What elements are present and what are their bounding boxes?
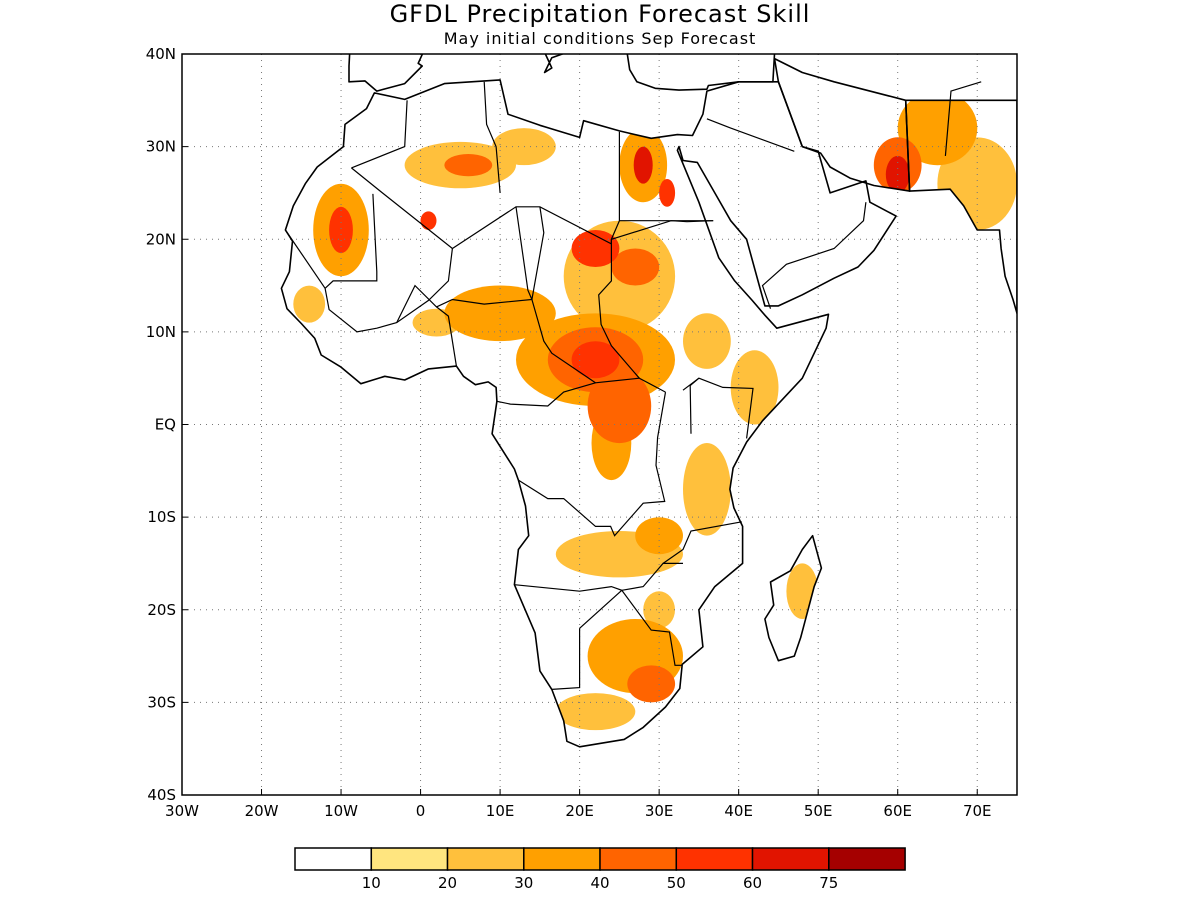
country-border (621, 562, 683, 591)
coastline (773, 57, 911, 192)
map-title: GFDL Precipitation Forecast Skill (390, 0, 811, 28)
skill-region (643, 591, 675, 629)
country-border (483, 81, 501, 193)
colorbar: 10 20 30 40 50 60 75 (294, 847, 906, 892)
country-border (662, 521, 742, 564)
lon-tick-label: 20E (565, 802, 594, 820)
country-border (944, 81, 982, 156)
country-border (324, 193, 453, 333)
coastlines (280, 54, 1017, 748)
lon-tick-label: 10E (486, 802, 515, 820)
skill-region (730, 350, 779, 425)
colorbar-label: 50 (667, 874, 686, 892)
colorbar-swatch (675, 847, 754, 871)
country-border (579, 589, 623, 629)
lon-tick-label: 20W (245, 802, 279, 820)
skill-region (635, 517, 683, 555)
country-border (518, 391, 667, 537)
colorbar-label: 60 (743, 874, 762, 892)
map-subtitle: May initial conditions Sep Forecast (444, 29, 757, 48)
lat-tick-label: 20N (146, 230, 176, 248)
colorbar-swatch (446, 847, 525, 871)
colorbar-label: 10 (362, 874, 381, 892)
lat-tick-label: 30S (147, 693, 176, 711)
lat-tick-label: 20S (147, 601, 176, 619)
skill-region (683, 443, 731, 536)
colorbar-label: 30 (514, 874, 533, 892)
skill-region (659, 179, 676, 207)
lon-tick-label: 50E (804, 802, 833, 820)
colorbar-swatch (828, 847, 906, 871)
lat-tick-label: 10S (147, 508, 176, 526)
lon-tick-label: 10W (324, 802, 358, 820)
country-border (284, 229, 326, 289)
country-border (531, 206, 666, 393)
colorbar-swatch (294, 847, 373, 871)
skill-region (571, 341, 620, 379)
lat-tick-label: EQ (155, 416, 176, 434)
coastline (764, 534, 823, 662)
skill-region (444, 154, 493, 177)
country-border (761, 202, 867, 309)
lon-tick-label: 40E (724, 802, 753, 820)
lat-tick-label: 30N (146, 138, 176, 156)
colorbar-swatch (599, 847, 678, 871)
skill-shading-layer (293, 91, 1017, 731)
lon-tick-label: 30E (645, 802, 674, 820)
longitude-axis: 30W 20W 10W 0 10E 20E 30E 40E 50E 60E 70E (165, 789, 992, 820)
skill-region (587, 368, 652, 444)
lat-tick-label: 40N (146, 45, 176, 63)
country-border (496, 382, 596, 407)
colorbar-swatch (523, 847, 601, 871)
skill-region (571, 230, 620, 267)
lon-tick-label: 0 (416, 802, 426, 820)
lat-tick-label: 10N (146, 323, 176, 341)
colorbar-label: 75 (819, 874, 838, 892)
skill-region (420, 211, 437, 230)
country-border (611, 220, 714, 240)
skill-region (611, 248, 660, 286)
country-border (706, 118, 795, 152)
country-border (514, 584, 683, 666)
country-border (689, 377, 700, 434)
lon-tick-label: 70E (963, 802, 992, 820)
skill-region (683, 313, 731, 369)
country-border (598, 239, 640, 379)
colorbar-label: 20 (438, 874, 457, 892)
skill-region (293, 285, 326, 323)
colorbar-swatch (370, 847, 449, 871)
colorbar-label: 40 (590, 874, 609, 892)
country-border (551, 628, 581, 690)
coastline (904, 99, 1017, 315)
skill-region (329, 206, 353, 254)
country-border (436, 206, 533, 308)
skill-region (897, 91, 978, 166)
country-border (351, 100, 408, 169)
latitude-axis: 40N 30N 20N 10N EQ 10S 20S 30S 40S (146, 45, 188, 804)
lon-tick-label: 60E (883, 802, 912, 820)
coastline (626, 54, 776, 91)
skill-region (633, 146, 653, 184)
coastline (348, 54, 424, 92)
colorbar-swatch (751, 847, 830, 871)
lon-tick-label: 30W (165, 802, 199, 820)
lat-tick-label: 40S (147, 786, 176, 804)
skill-region (555, 693, 636, 731)
skill-region (627, 665, 676, 703)
